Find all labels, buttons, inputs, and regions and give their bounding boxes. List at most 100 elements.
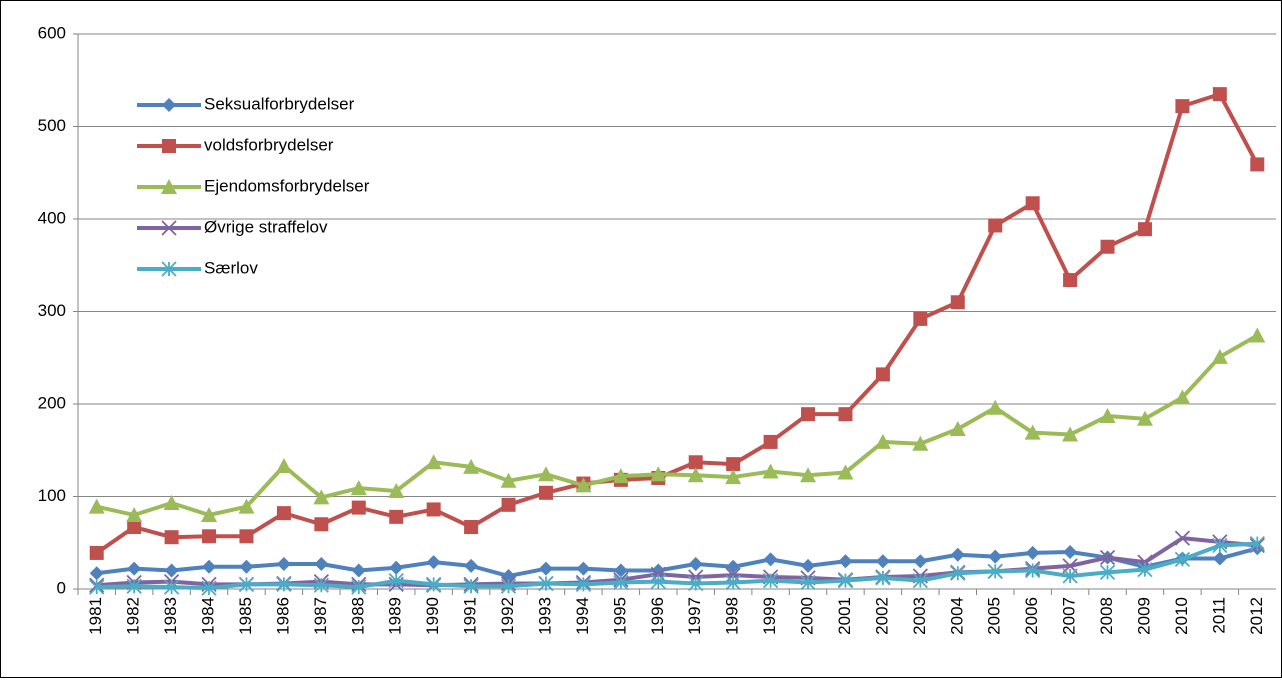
marker [800, 467, 817, 483]
marker [688, 557, 703, 572]
marker [575, 576, 592, 593]
marker [875, 570, 891, 586]
marker [1212, 87, 1227, 102]
marker [874, 433, 891, 449]
marker [426, 576, 442, 593]
marker [612, 468, 629, 484]
x-tick-label: 1995 [610, 597, 629, 635]
y-tick-label: 300 [38, 301, 66, 320]
y-tick-label: 400 [38, 208, 66, 227]
marker [1062, 426, 1079, 442]
marker [1099, 549, 1116, 566]
y-tick-label: 0 [57, 578, 66, 597]
marker [800, 574, 816, 591]
marker [950, 295, 965, 310]
y-tick-label: 500 [38, 116, 66, 135]
marker [202, 559, 217, 574]
legend-label: Særlov [204, 258, 258, 277]
marker [314, 517, 329, 532]
marker [276, 557, 291, 572]
x-tick-label: 1985 [236, 597, 255, 635]
marker [688, 455, 703, 470]
marker [313, 577, 329, 593]
legend-label: voldsforbrydelser [204, 135, 334, 154]
marker [613, 563, 628, 578]
x-tick-label: 1999 [760, 597, 779, 635]
marker [127, 561, 142, 576]
marker [688, 575, 704, 592]
marker [1025, 545, 1040, 560]
marker [351, 579, 367, 595]
marker [650, 573, 666, 590]
x-tick-label: 1996 [648, 597, 667, 635]
marker [875, 367, 890, 382]
marker [351, 500, 366, 515]
marker [801, 558, 816, 573]
marker [687, 467, 704, 483]
marker [1025, 196, 1040, 211]
marker [426, 502, 441, 517]
marker [239, 559, 254, 574]
marker [164, 530, 179, 545]
marker [388, 482, 405, 498]
x-tick-label: 1983 [161, 597, 180, 635]
marker [838, 407, 853, 422]
x-tick-label: 1986 [273, 597, 292, 635]
x-tick-label: 2001 [835, 597, 854, 635]
marker [763, 434, 778, 449]
legend-label: Seksualforbrydelser [204, 94, 355, 113]
marker [350, 480, 367, 496]
marker [500, 472, 517, 488]
marker [1174, 389, 1191, 405]
marker [389, 560, 404, 575]
marker [389, 509, 404, 524]
marker [837, 464, 854, 480]
marker [913, 554, 928, 569]
x-tick-label: 1994 [573, 597, 592, 635]
x-tick-label: 1998 [723, 597, 742, 635]
x-tick-label: 1991 [461, 597, 480, 635]
marker [1136, 410, 1153, 426]
marker [238, 576, 255, 593]
marker [725, 574, 741, 591]
y-tick-label: 200 [38, 393, 66, 412]
x-tick-label: 1987 [311, 597, 330, 635]
marker [1100, 239, 1115, 254]
legend-label: Ejendomsforbrydelser [204, 176, 370, 195]
marker [127, 520, 142, 535]
legend-label: Øvrige straffelov [204, 217, 328, 236]
marker [162, 139, 176, 153]
marker [500, 578, 517, 594]
marker [463, 458, 480, 474]
marker [1024, 424, 1041, 440]
marker [464, 520, 479, 535]
x-tick-label: 1981 [86, 597, 105, 635]
marker [425, 454, 442, 470]
marker [1099, 408, 1116, 424]
marker [161, 179, 177, 194]
marker [313, 489, 330, 505]
marker [1174, 551, 1191, 568]
marker [276, 506, 291, 521]
marker [1249, 536, 1265, 552]
marker [1174, 530, 1191, 546]
marker [837, 573, 854, 589]
marker [949, 420, 966, 436]
x-tick-label: 1989 [386, 597, 405, 635]
marker [988, 218, 1003, 233]
x-tick-label: 1988 [348, 597, 367, 635]
marker [538, 561, 553, 576]
marker [1212, 537, 1228, 554]
marker [875, 554, 890, 569]
series [88, 327, 1266, 522]
marker [161, 220, 177, 236]
x-tick-label: 2002 [872, 597, 891, 635]
marker [801, 407, 816, 422]
x-tick-label: 2011 [1209, 597, 1228, 634]
marker [239, 529, 254, 544]
marker [1175, 99, 1190, 114]
marker [163, 579, 180, 595]
marker [164, 563, 179, 578]
x-tick-label: 1992 [498, 597, 517, 635]
marker [576, 561, 591, 576]
